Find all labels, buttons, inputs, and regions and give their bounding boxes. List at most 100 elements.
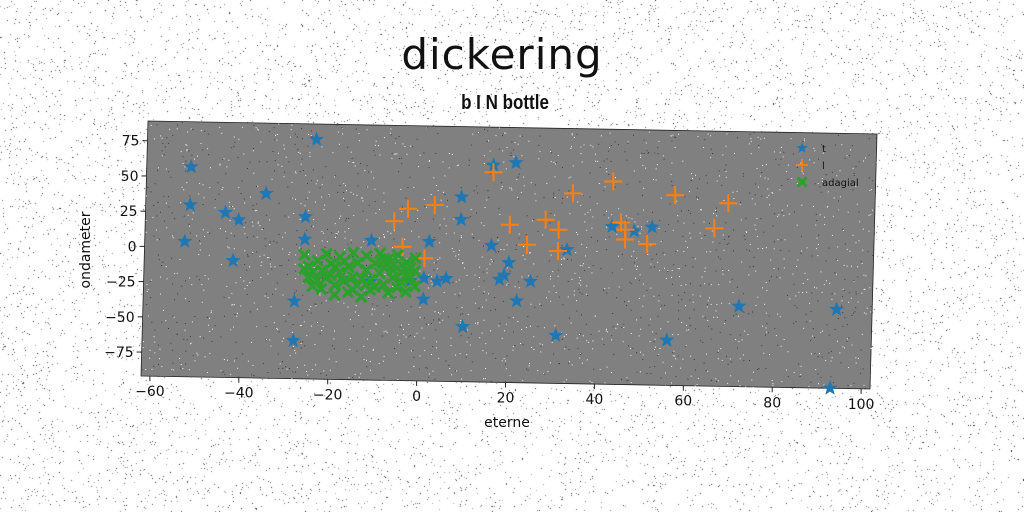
axes: −60 −40 −20 0 20 40 60 80 100 −75 −50 −25 0 25 50 75 bbox=[104, 134, 874, 413]
point-t-15 bbox=[421, 233, 437, 249]
point-t-21 bbox=[453, 211, 469, 227]
x-tick-label: −40 bbox=[224, 386, 254, 402]
y-tick-label: 25 bbox=[120, 204, 138, 220]
point-adagial-45 bbox=[306, 265, 320, 279]
series-t bbox=[177, 131, 845, 395]
point-adagial-6 bbox=[314, 282, 328, 296]
point-adagial-38 bbox=[395, 275, 408, 289]
point-t-10 bbox=[286, 293, 302, 308]
x-tick-label: 20 bbox=[497, 391, 515, 407]
point-t-4 bbox=[217, 204, 234, 220]
point-t-33 bbox=[604, 218, 620, 233]
legend-marker-t bbox=[796, 142, 808, 153]
x-tick-label: 0 bbox=[412, 389, 421, 405]
point-l-8 bbox=[536, 210, 555, 229]
point-t-30 bbox=[483, 237, 500, 252]
plot-area bbox=[140, 120, 878, 390]
point-t-39 bbox=[822, 380, 838, 395]
point-t-24 bbox=[508, 154, 524, 170]
chart-title: dickering bbox=[401, 30, 603, 79]
point-t-16 bbox=[416, 270, 432, 285]
point-l-10 bbox=[549, 241, 568, 260]
point-adagial-57 bbox=[408, 264, 422, 278]
chart-subtitle: b I N bottle bbox=[461, 92, 549, 114]
legend: tl adagial bbox=[796, 142, 859, 189]
y-tick-label: −50 bbox=[105, 310, 135, 326]
point-t-28 bbox=[522, 273, 539, 288]
point-adagial-59 bbox=[359, 277, 373, 291]
point-l-17 bbox=[666, 186, 685, 205]
y-tick-label: 0 bbox=[128, 239, 137, 255]
point-l-0 bbox=[385, 212, 404, 231]
point-l-4 bbox=[415, 249, 434, 268]
point-t-31 bbox=[548, 327, 564, 342]
point-t-5 bbox=[231, 211, 247, 227]
point-adagial-47 bbox=[337, 254, 351, 268]
point-l-3 bbox=[393, 237, 412, 256]
point-t-26 bbox=[491, 271, 507, 286]
x-tick-label: −20 bbox=[313, 387, 343, 403]
series-adagial bbox=[297, 246, 422, 304]
point-l-2 bbox=[425, 196, 444, 215]
point-adagial-40 bbox=[399, 285, 413, 299]
point-adagial-44 bbox=[409, 251, 422, 265]
point-l-13 bbox=[612, 213, 631, 232]
point-adagial-26 bbox=[368, 256, 382, 270]
point-t-9 bbox=[297, 231, 313, 246]
point-t-20 bbox=[454, 189, 470, 204]
point-adagial-0 bbox=[298, 248, 311, 262]
point-t-38 bbox=[829, 301, 845, 316]
point-t-6 bbox=[225, 252, 241, 268]
data-marks bbox=[177, 131, 845, 395]
x-tick-label: 80 bbox=[763, 395, 781, 411]
point-adagial-46 bbox=[324, 268, 337, 282]
point-t-1 bbox=[183, 158, 199, 174]
point-adagial-50 bbox=[386, 264, 400, 277]
point-t-0 bbox=[308, 131, 325, 146]
point-t-27 bbox=[509, 292, 525, 308]
point-adagial-53 bbox=[310, 274, 324, 287]
point-adagial-31 bbox=[381, 286, 395, 300]
point-l-1 bbox=[398, 199, 417, 218]
point-l-5 bbox=[484, 163, 503, 182]
point-l-15 bbox=[616, 230, 635, 249]
point-t-18 bbox=[415, 291, 431, 306]
y-tick-label: 50 bbox=[121, 169, 139, 185]
point-l-9 bbox=[549, 220, 568, 239]
y-axis-label: ondameter bbox=[78, 211, 94, 288]
point-l-11 bbox=[563, 184, 582, 203]
point-adagial-56 bbox=[395, 258, 409, 272]
plot-noise bbox=[142, 121, 878, 390]
point-t-7 bbox=[258, 185, 274, 201]
point-adagial-58 bbox=[328, 260, 342, 274]
x-tick-label: −60 bbox=[135, 384, 165, 400]
legend-marker-l bbox=[796, 159, 808, 171]
legend-marker-adagial bbox=[796, 176, 808, 188]
y-tick-label: 75 bbox=[122, 134, 140, 150]
point-t-12 bbox=[363, 232, 380, 247]
point-t-22 bbox=[454, 318, 471, 334]
legend-label-l: l bbox=[822, 161, 825, 172]
point-t-17 bbox=[429, 273, 445, 288]
legend-label-adagial: adagial bbox=[822, 178, 859, 189]
point-t-8 bbox=[297, 208, 314, 224]
point-adagial-43 bbox=[408, 280, 422, 293]
point-t-3 bbox=[177, 233, 193, 248]
x-axis-label: eterne bbox=[484, 415, 530, 431]
point-t-34 bbox=[644, 219, 660, 234]
point-t-19 bbox=[438, 270, 454, 285]
point-adagial-49 bbox=[368, 280, 382, 294]
point-adagial-55 bbox=[377, 252, 391, 266]
point-adagial-7 bbox=[320, 247, 334, 261]
point-l-18 bbox=[705, 219, 724, 238]
point-t-11 bbox=[285, 332, 301, 348]
x-tick-label: 40 bbox=[585, 392, 603, 408]
y-tick-label: −75 bbox=[104, 345, 134, 361]
point-t-36 bbox=[659, 332, 675, 347]
point-adagial-52 bbox=[297, 262, 311, 276]
point-t-29 bbox=[501, 254, 517, 270]
x-tick-label: 100 bbox=[848, 397, 875, 413]
point-t-2 bbox=[182, 196, 198, 212]
y-tick-label: −25 bbox=[106, 275, 136, 291]
